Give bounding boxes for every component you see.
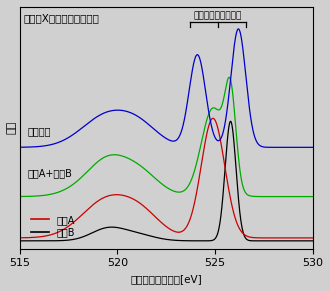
Legend: 成分A, 成分B: 成分A, 成分B xyxy=(27,211,79,242)
X-axis label: 発光エネルギー－[eV]: 発光エネルギー－[eV] xyxy=(130,274,202,284)
Text: 孤立電子対のピーク: 孤立電子対のピーク xyxy=(194,11,242,20)
Text: 成分A+成分B: 成分A+成分B xyxy=(27,168,72,178)
Text: 水の軟X線発光スペクトル: 水の軟X線発光スペクトル xyxy=(24,13,100,23)
Y-axis label: 強度: 強度 xyxy=(7,121,17,134)
Text: 実験結果: 実験結果 xyxy=(27,126,51,136)
